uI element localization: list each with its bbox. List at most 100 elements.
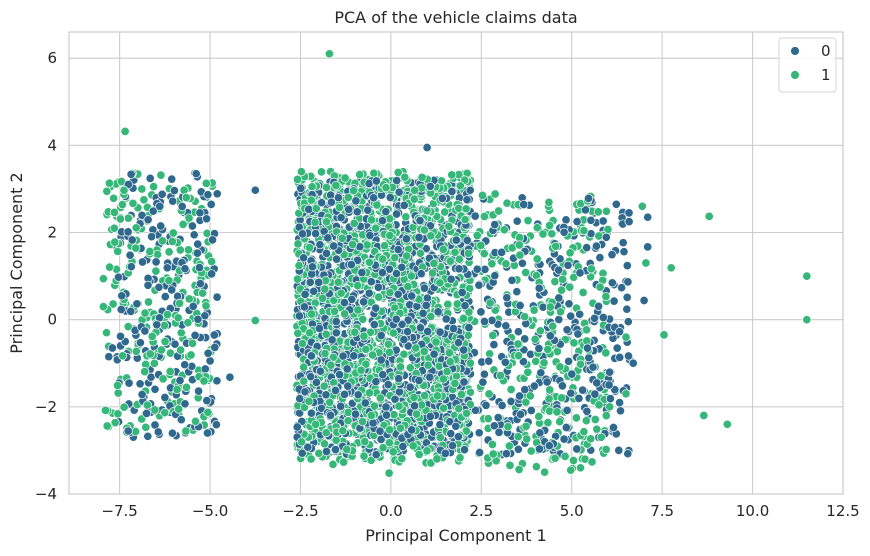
data-point-series-1 — [321, 217, 332, 227]
data-point-series-0 — [415, 323, 426, 333]
data-point-series-0 — [526, 405, 536, 416]
data-point-series-0 — [191, 169, 201, 179]
data-point-series-0 — [180, 399, 190, 409]
data-point-series-1 — [324, 49, 334, 59]
data-point-series-1 — [445, 256, 455, 266]
data-point-series-1 — [666, 263, 676, 273]
data-point-series-0 — [624, 208, 634, 218]
data-point-series-1 — [339, 457, 349, 467]
data-point-series-0 — [441, 314, 451, 324]
data-point-series-0 — [212, 376, 222, 386]
data-point-series-1 — [314, 448, 324, 458]
data-point-series-0 — [590, 389, 600, 399]
data-point-series-0 — [624, 217, 634, 227]
data-point-series-1 — [412, 409, 422, 419]
data-point-series-0 — [351, 409, 361, 419]
data-point-series-1 — [594, 231, 604, 241]
data-point-series-1 — [348, 186, 359, 196]
data-point-series-1 — [385, 425, 395, 435]
data-point-series-0 — [203, 190, 213, 200]
legend-marker-1 — [790, 70, 800, 80]
data-point-series-0 — [177, 201, 187, 212]
data-point-series-1 — [139, 195, 149, 205]
data-point-series-0 — [371, 176, 381, 186]
data-point-series-1 — [102, 421, 112, 431]
x-tick-label: 10.0 — [736, 502, 769, 520]
data-point-series-1 — [168, 228, 178, 238]
data-point-series-0 — [429, 349, 439, 359]
data-point-series-0 — [296, 183, 306, 193]
data-point-series-0 — [326, 410, 336, 420]
data-point-series-0 — [588, 362, 598, 372]
data-point-series-0 — [151, 257, 161, 267]
data-point-series-1 — [578, 287, 588, 298]
data-point-series-0 — [493, 413, 503, 423]
data-point-series-1 — [601, 411, 611, 421]
data-point-series-0 — [363, 205, 373, 215]
data-point-series-0 — [153, 427, 163, 437]
data-point-series-0 — [314, 323, 324, 334]
data-point-series-1 — [184, 294, 194, 304]
data-point-series-1 — [366, 215, 377, 225]
data-point-series-1 — [502, 198, 512, 208]
data-point-series-1 — [443, 299, 453, 309]
data-point-series-1 — [637, 201, 647, 211]
data-point-series-1 — [297, 437, 307, 447]
data-point-series-1 — [149, 182, 159, 192]
data-point-series-0 — [475, 447, 485, 458]
data-point-series-1 — [108, 299, 118, 309]
data-point-series-0 — [353, 390, 363, 400]
data-point-series-1 — [319, 439, 330, 449]
data-point-series-0 — [135, 379, 145, 389]
data-point-series-0 — [207, 269, 217, 279]
data-point-series-0 — [309, 286, 319, 296]
data-point-series-0 — [612, 343, 622, 353]
data-point-series-0 — [529, 381, 539, 391]
data-point-series-1 — [380, 241, 390, 251]
data-point-series-1 — [181, 193, 191, 203]
data-point-series-1 — [328, 459, 338, 469]
data-point-series-1 — [544, 197, 554, 207]
data-point-series-1 — [113, 246, 123, 256]
data-point-series-0 — [422, 142, 432, 153]
data-point-series-0 — [643, 212, 653, 222]
data-point-series-1 — [371, 223, 381, 233]
data-point-series-1 — [450, 247, 460, 257]
data-point-series-1 — [159, 321, 169, 331]
data-point-series-1 — [203, 407, 213, 417]
data-point-series-0 — [572, 217, 582, 227]
data-point-series-1 — [452, 299, 462, 309]
data-point-series-0 — [601, 232, 611, 242]
data-point-series-0 — [344, 204, 354, 214]
data-point-series-1 — [306, 454, 316, 464]
data-point-series-1 — [551, 241, 561, 251]
data-point-series-1 — [523, 216, 533, 226]
data-point-series-0 — [315, 240, 325, 250]
data-point-series-0 — [366, 277, 376, 287]
data-point-series-1 — [160, 408, 170, 418]
data-point-series-1 — [581, 416, 591, 426]
data-point-series-0 — [126, 306, 136, 316]
data-point-series-1 — [455, 453, 465, 463]
data-point-series-0 — [462, 235, 472, 245]
data-point-series-0 — [311, 377, 321, 387]
data-point-series-0 — [423, 326, 433, 337]
data-point-series-0 — [330, 385, 341, 396]
data-point-series-1 — [538, 229, 548, 239]
data-point-series-0 — [113, 272, 124, 282]
data-point-series-1 — [405, 363, 415, 373]
data-point-series-1 — [147, 331, 157, 341]
data-point-series-1 — [340, 173, 350, 183]
data-point-series-1 — [175, 298, 185, 308]
data-point-series-1 — [173, 313, 183, 323]
data-point-series-0 — [209, 330, 219, 340]
data-point-series-0 — [582, 243, 592, 253]
data-point-series-0 — [405, 382, 415, 392]
data-point-series-0 — [168, 196, 178, 206]
data-point-series-0 — [402, 327, 413, 337]
data-point-series-0 — [497, 247, 507, 257]
data-point-series-1 — [123, 213, 133, 223]
data-point-series-1 — [201, 301, 211, 311]
x-tick-label: 0.0 — [379, 502, 403, 520]
data-point-series-0 — [605, 367, 615, 377]
